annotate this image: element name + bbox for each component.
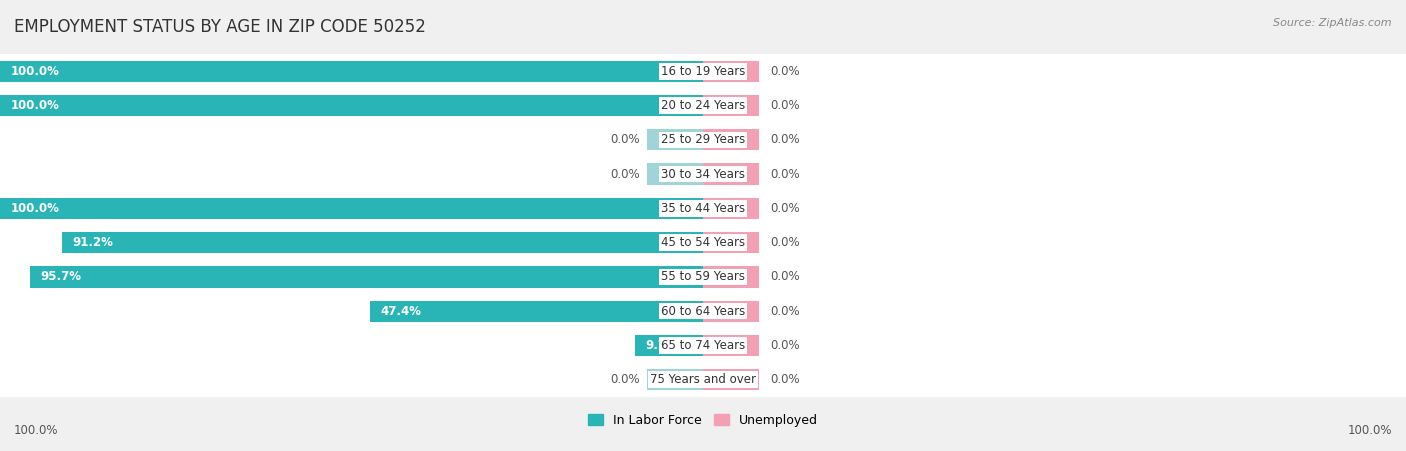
FancyBboxPatch shape xyxy=(0,281,1406,410)
Text: 16 to 19 Years: 16 to 19 Years xyxy=(661,65,745,78)
Bar xyxy=(703,369,759,391)
Bar xyxy=(703,232,759,253)
Text: 0.0%: 0.0% xyxy=(770,202,800,215)
FancyBboxPatch shape xyxy=(0,6,1406,136)
Text: 0.0%: 0.0% xyxy=(770,133,800,146)
Text: 100.0%: 100.0% xyxy=(11,202,59,215)
Text: 0.0%: 0.0% xyxy=(770,65,800,78)
Bar xyxy=(703,129,759,151)
Text: 60 to 64 Years: 60 to 64 Years xyxy=(661,305,745,318)
Bar xyxy=(30,266,703,288)
FancyBboxPatch shape xyxy=(0,75,1406,205)
Legend: In Labor Force, Unemployed: In Labor Force, Unemployed xyxy=(583,409,823,432)
Text: 25 to 29 Years: 25 to 29 Years xyxy=(661,133,745,146)
FancyBboxPatch shape xyxy=(0,315,1406,445)
FancyBboxPatch shape xyxy=(0,109,1406,239)
FancyBboxPatch shape xyxy=(0,143,1406,273)
Text: 0.0%: 0.0% xyxy=(770,339,800,352)
Text: 0.0%: 0.0% xyxy=(770,99,800,112)
Text: EMPLOYMENT STATUS BY AGE IN ZIP CODE 50252: EMPLOYMENT STATUS BY AGE IN ZIP CODE 502… xyxy=(14,18,426,36)
Text: 100.0%: 100.0% xyxy=(14,424,59,437)
Text: 20 to 24 Years: 20 to 24 Years xyxy=(661,99,745,112)
Bar xyxy=(647,129,703,151)
FancyBboxPatch shape xyxy=(0,41,1406,170)
Text: 0.0%: 0.0% xyxy=(770,373,800,386)
Bar xyxy=(703,163,759,185)
Text: 100.0%: 100.0% xyxy=(11,65,59,78)
Text: 65 to 74 Years: 65 to 74 Years xyxy=(661,339,745,352)
Bar xyxy=(703,300,759,322)
Bar xyxy=(703,198,759,219)
Bar xyxy=(0,95,703,116)
Text: 0.0%: 0.0% xyxy=(770,271,800,283)
Text: 91.2%: 91.2% xyxy=(72,236,114,249)
Text: 9.7%: 9.7% xyxy=(645,339,678,352)
Bar xyxy=(703,60,759,82)
Bar xyxy=(647,369,703,391)
Text: 0.0%: 0.0% xyxy=(770,305,800,318)
Text: 75 Years and over: 75 Years and over xyxy=(650,373,756,386)
Text: 100.0%: 100.0% xyxy=(1347,424,1392,437)
Bar xyxy=(703,335,759,356)
Text: 35 to 44 Years: 35 to 44 Years xyxy=(661,202,745,215)
FancyBboxPatch shape xyxy=(0,212,1406,342)
Bar xyxy=(636,335,703,356)
Text: 0.0%: 0.0% xyxy=(610,168,640,180)
Text: 0.0%: 0.0% xyxy=(610,133,640,146)
Text: 55 to 59 Years: 55 to 59 Years xyxy=(661,271,745,283)
Text: 100.0%: 100.0% xyxy=(11,99,59,112)
Text: 45 to 54 Years: 45 to 54 Years xyxy=(661,236,745,249)
Bar xyxy=(370,300,703,322)
Bar xyxy=(703,95,759,116)
Text: 95.7%: 95.7% xyxy=(41,271,82,283)
Bar xyxy=(0,60,703,82)
Bar xyxy=(647,163,703,185)
Bar xyxy=(703,266,759,288)
Text: Source: ZipAtlas.com: Source: ZipAtlas.com xyxy=(1274,18,1392,28)
Bar xyxy=(0,198,703,219)
Text: 30 to 34 Years: 30 to 34 Years xyxy=(661,168,745,180)
FancyBboxPatch shape xyxy=(0,178,1406,308)
Text: 47.4%: 47.4% xyxy=(380,305,422,318)
Text: 0.0%: 0.0% xyxy=(770,168,800,180)
Text: 0.0%: 0.0% xyxy=(770,236,800,249)
FancyBboxPatch shape xyxy=(0,246,1406,376)
Bar xyxy=(62,232,703,253)
Text: 0.0%: 0.0% xyxy=(610,373,640,386)
